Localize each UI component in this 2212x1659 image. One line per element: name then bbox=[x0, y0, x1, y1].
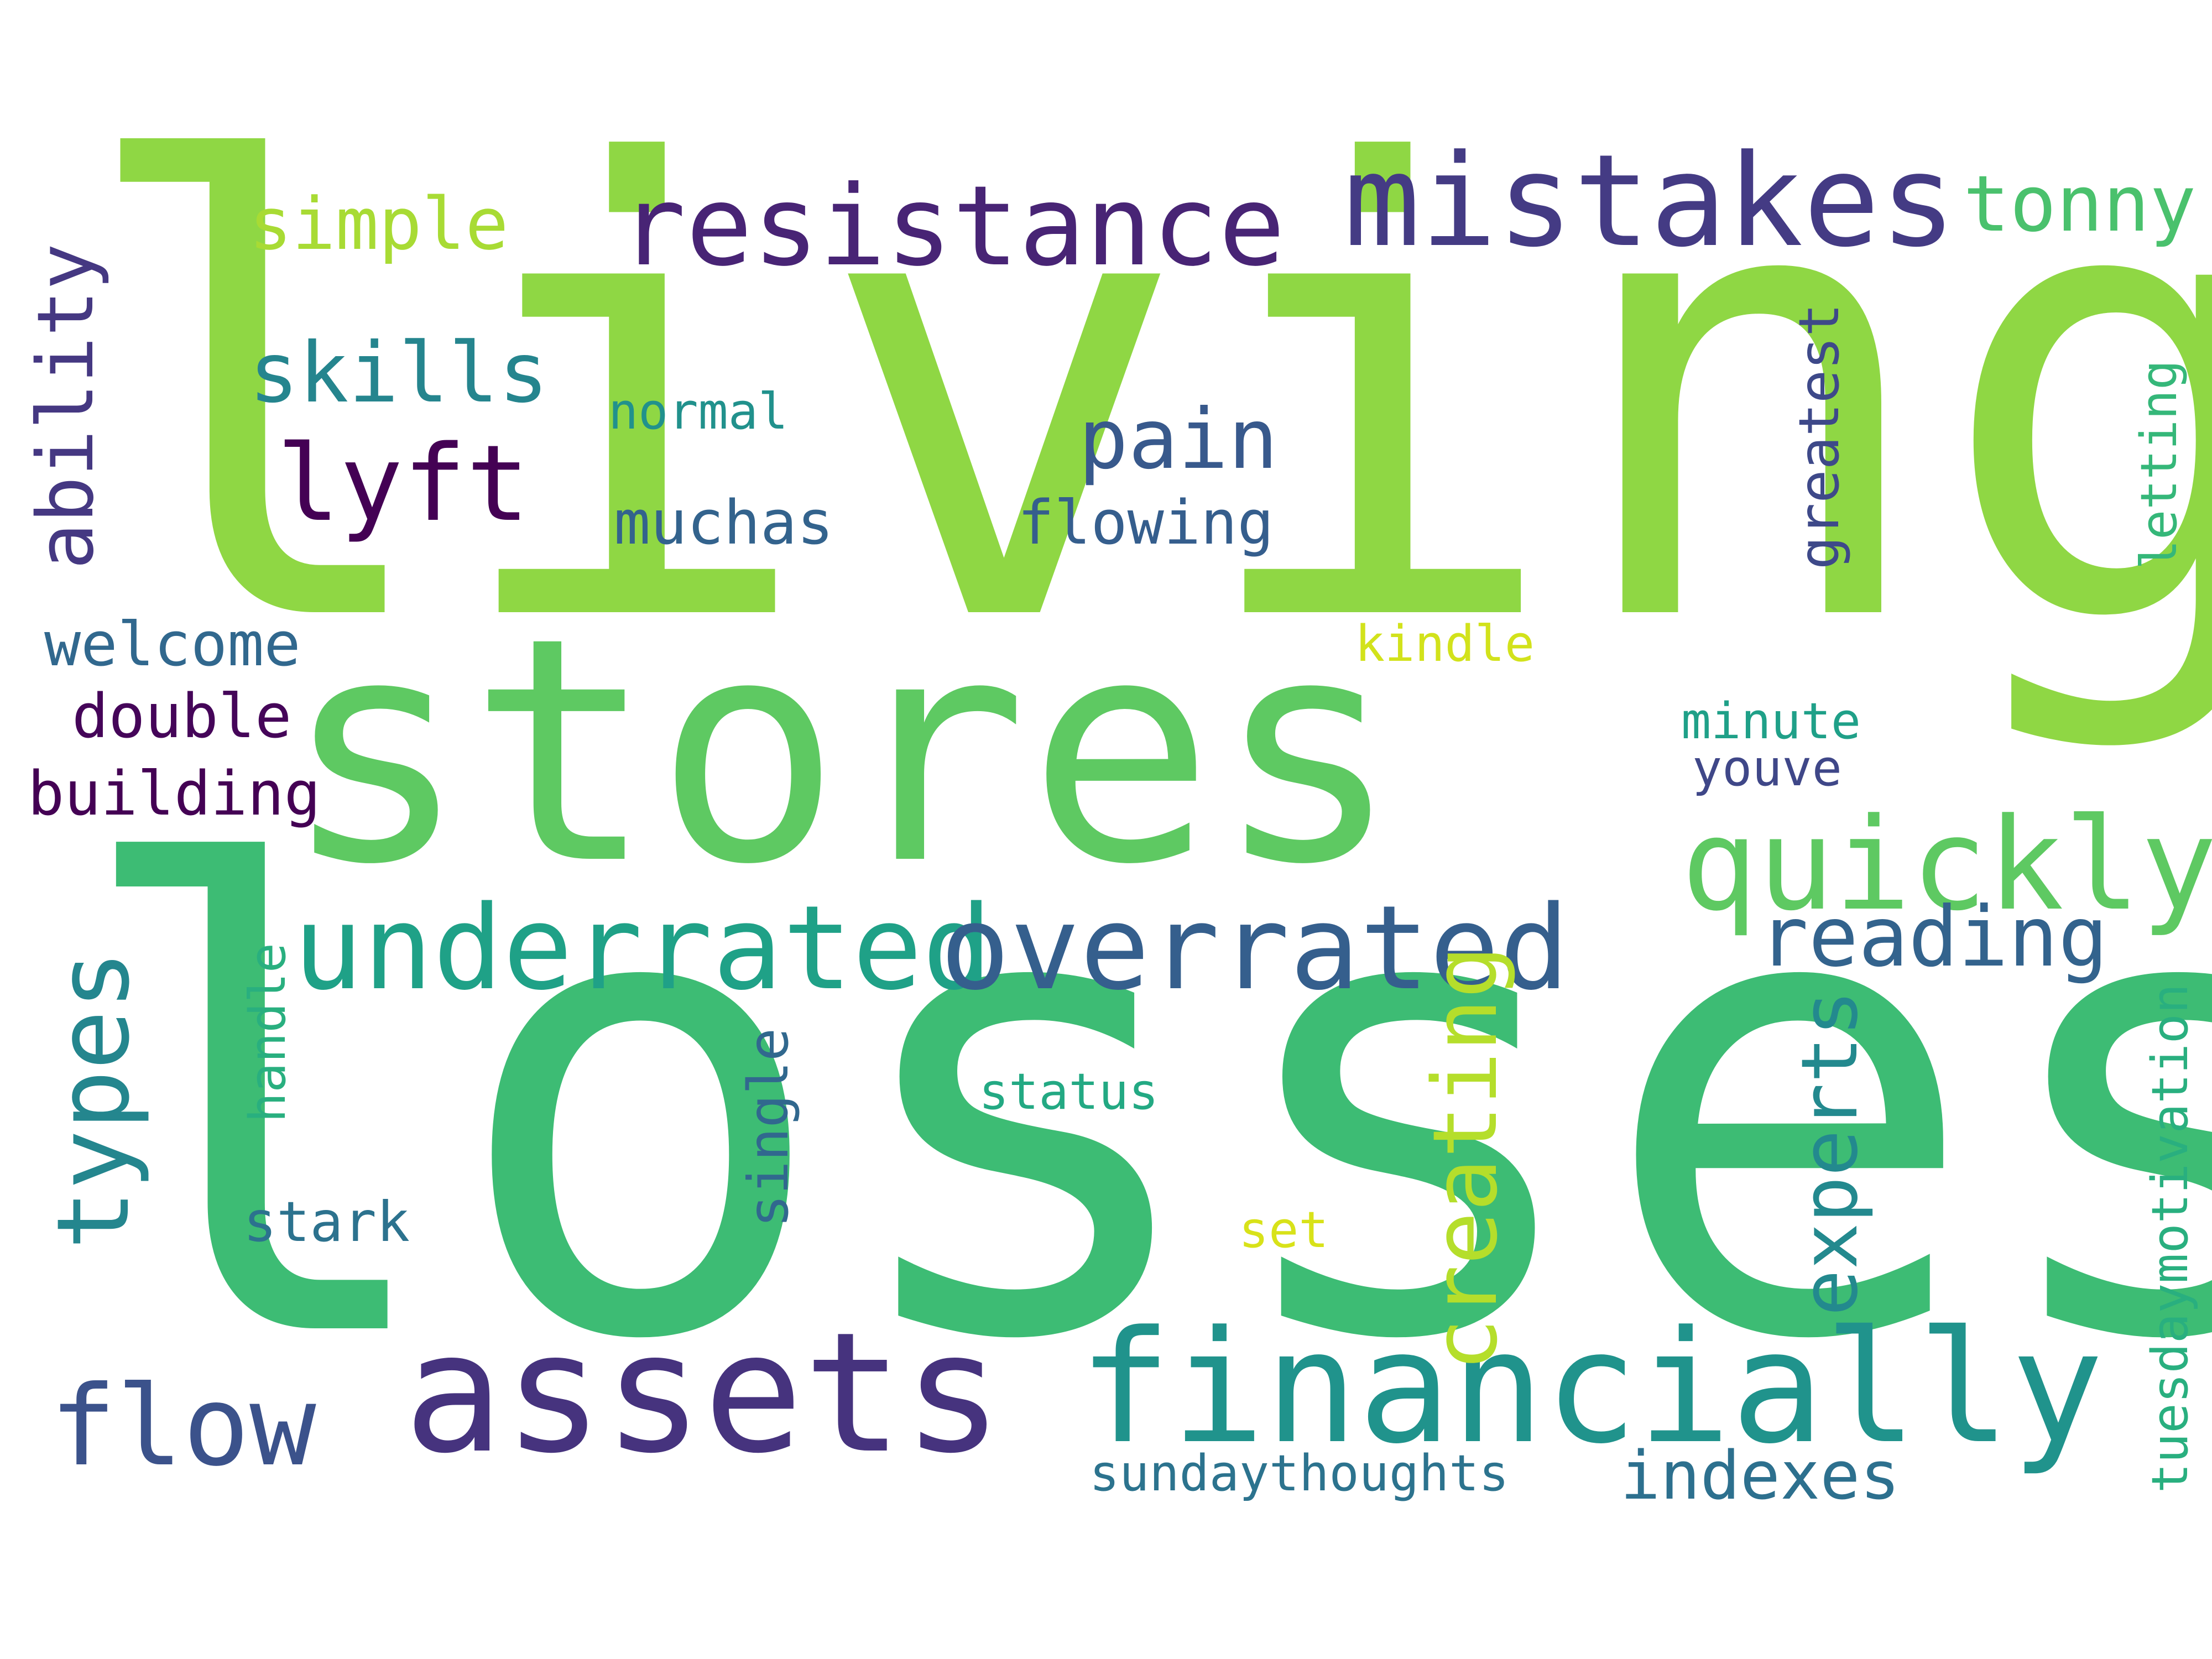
word-letting: letting bbox=[2130, 359, 2188, 570]
word-creating: creating bbox=[1413, 945, 1517, 1371]
word-mistakes: mistakes bbox=[1344, 128, 1957, 275]
word-stores: stores bbox=[282, 572, 1401, 932]
word-experts: experts bbox=[1785, 989, 1875, 1316]
word-simple: simple bbox=[249, 182, 509, 266]
word-financially: financially bbox=[1078, 1298, 2104, 1478]
word-tuesdaymotivation: tuesdaymotivation bbox=[2141, 983, 2199, 1493]
word-underrated: underrated bbox=[293, 880, 993, 1016]
word-indexes: indexes bbox=[1620, 1438, 1900, 1515]
word-building: building bbox=[28, 758, 321, 829]
word-ability: ability bbox=[21, 243, 111, 570]
word-skills: skills bbox=[249, 325, 549, 421]
word-stark: stark bbox=[243, 1190, 410, 1254]
word-quickly: quickly bbox=[1681, 791, 2212, 939]
word-greatest: greatest bbox=[1787, 303, 1851, 570]
word-set: set bbox=[1239, 1201, 1329, 1259]
word-handle: handle bbox=[239, 942, 297, 1123]
word-youve: youve bbox=[1692, 739, 1842, 797]
word-welcome: welcome bbox=[44, 609, 301, 680]
word-types: types bbox=[36, 950, 152, 1250]
word-single: single bbox=[736, 1027, 801, 1228]
word-flow: flow bbox=[50, 1362, 316, 1491]
word-reading: reading bbox=[1759, 889, 2109, 985]
word-overrated: overrated bbox=[940, 880, 1569, 1016]
word-lyft: lyft bbox=[276, 422, 530, 545]
word-pain: pain bbox=[1078, 392, 1279, 488]
word-minute: minute bbox=[1681, 692, 1861, 750]
word-kindle: kindle bbox=[1355, 615, 1535, 673]
word-double: double bbox=[72, 681, 292, 752]
word-sundaythoughts: sundaythoughts bbox=[1089, 1444, 1509, 1503]
word-assets: assets bbox=[404, 1297, 1003, 1490]
word-losses: losses bbox=[66, 739, 2212, 1479]
word-flowing: flowing bbox=[1018, 487, 1274, 558]
word-muchas: muchas bbox=[614, 487, 834, 558]
word-tonny: tonny bbox=[1963, 159, 2197, 249]
word-normal: normal bbox=[608, 383, 789, 441]
word-resistance: resistance bbox=[619, 162, 1286, 291]
word-status: status bbox=[979, 1063, 1159, 1121]
word-living: living bbox=[72, 38, 2212, 759]
